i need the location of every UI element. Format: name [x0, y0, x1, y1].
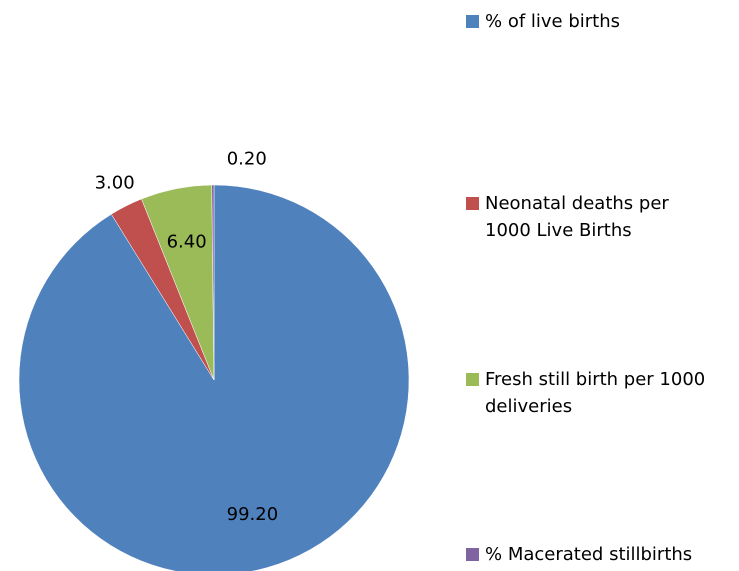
legend-item: Fresh still birth per 1000 deliveries [466, 366, 728, 420]
legend-label: % Macerated stillbirths [485, 544, 693, 565]
legend-label: % of live births [485, 11, 621, 32]
legend-label: Neonatal deaths per 1000 Live Births [485, 193, 669, 241]
data-label: 99.20 [227, 504, 279, 525]
data-label: 6.40 [167, 231, 207, 252]
data-label: 0.20 [227, 149, 267, 170]
pie-slice [211, 184, 215, 381]
legend-label: Fresh still birth per 1000 deliveries [485, 369, 706, 417]
legend-swatch [466, 548, 479, 561]
data-label: 3.00 [95, 172, 135, 193]
legend-item: % Macerated stillbirths [466, 541, 728, 568]
legend-swatch [466, 15, 479, 28]
legend-item: Neonatal deaths per 1000 Live Births [466, 190, 728, 244]
legend-item: % of live births [466, 8, 728, 35]
legend-swatch [466, 197, 479, 210]
legend-swatch [466, 373, 479, 386]
pie-slice [18, 184, 410, 571]
